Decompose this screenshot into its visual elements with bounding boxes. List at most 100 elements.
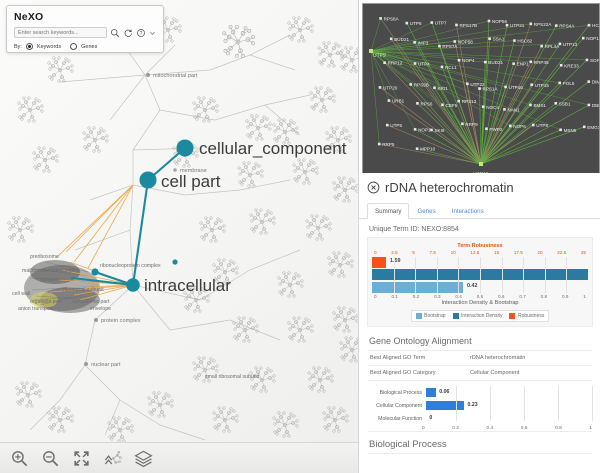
collapse-icon[interactable] xyxy=(103,449,122,468)
zoom-out-icon[interactable] xyxy=(41,449,60,468)
chart-top-axis: 0 2.5 5 7.5 10 12.5 15 17.5 20 22.5 25 xyxy=(372,250,588,255)
gene-interaction-network-panel[interactable]: RPS8A UTP6 UTP7 RPS17B NOP56 UTP21 RPS22A RPS4A… xyxy=(362,3,600,175)
network-node[interactable] xyxy=(481,105,485,109)
network-node[interactable] xyxy=(457,99,461,103)
graph-node-cellular-component[interactable] xyxy=(176,139,194,157)
network-gene-label: UTP18 xyxy=(509,85,524,90)
network-node[interactable] xyxy=(478,87,481,90)
network-node[interactable] xyxy=(413,62,417,65)
network-node[interactable] xyxy=(483,60,487,64)
network-gene-label: RCL1 xyxy=(445,65,457,70)
network-node[interactable] xyxy=(405,21,409,25)
tab-genes[interactable]: Genes xyxy=(417,208,436,215)
network-node[interactable] xyxy=(512,62,515,65)
network-node[interactable] xyxy=(488,37,491,40)
network-node[interactable] xyxy=(385,123,389,127)
network-node[interactable] xyxy=(378,86,382,89)
network-node[interactable] xyxy=(441,103,444,107)
network-node[interactable] xyxy=(531,123,535,127)
network-node[interactable] xyxy=(529,22,533,26)
network-hub-node[interactable] xyxy=(479,162,483,166)
network-node[interactable] xyxy=(440,65,444,69)
help-icon[interactable]: ? xyxy=(136,28,146,38)
network-node[interactable] xyxy=(416,102,419,105)
radio-genes[interactable] xyxy=(70,43,78,50)
network-node[interactable] xyxy=(582,125,586,129)
network-node[interactable] xyxy=(558,42,562,46)
tab-summary[interactable]: Summary xyxy=(367,203,410,219)
network-node[interactable] xyxy=(379,17,382,20)
chart-legend: Bootstrap Interaction Density Robustness xyxy=(410,310,550,322)
network-node[interactable] xyxy=(529,103,532,107)
network-node[interactable] xyxy=(587,103,591,107)
network-edge xyxy=(370,50,390,101)
network-node[interactable] xyxy=(587,23,591,27)
network-node[interactable] xyxy=(377,142,381,146)
graph-node-intracellular[interactable] xyxy=(126,278,140,292)
grid-line xyxy=(501,256,503,293)
zoom-in-icon[interactable] xyxy=(10,449,29,468)
network-node[interactable] xyxy=(455,23,458,27)
network-node[interactable] xyxy=(529,60,533,64)
network-node[interactable] xyxy=(504,85,507,89)
network-node[interactable] xyxy=(466,82,469,86)
network-edge xyxy=(480,128,487,165)
network-node[interactable] xyxy=(438,44,441,48)
network-node[interactable] xyxy=(508,124,512,128)
close-circle-icon[interactable] xyxy=(367,181,380,194)
network-node[interactable] xyxy=(485,127,488,131)
network-node[interactable] xyxy=(387,99,391,102)
layers-icon[interactable] xyxy=(134,449,153,468)
network-node[interactable] xyxy=(413,128,417,131)
fit-screen-icon[interactable] xyxy=(72,449,91,468)
network-node[interactable] xyxy=(487,19,491,23)
reset-icon[interactable] xyxy=(123,28,133,38)
network-hub-node[interactable] xyxy=(369,49,373,53)
network-node[interactable] xyxy=(559,63,563,67)
network-node[interactable] xyxy=(413,40,416,44)
search-panel[interactable]: NeXO ? By: xyxy=(6,5,164,53)
network-node[interactable] xyxy=(554,24,558,27)
axis-tick: 0.7 xyxy=(519,294,526,299)
network-node[interactable] xyxy=(453,40,457,43)
network-node[interactable] xyxy=(389,37,393,41)
ontology-graph-panel[interactable]: cellular_component cell part intracellul… xyxy=(0,0,359,473)
network-node[interactable] xyxy=(457,58,461,62)
network-gene-label: RPS6 xyxy=(420,101,432,106)
network-node[interactable] xyxy=(585,58,589,62)
network-edge xyxy=(431,129,482,165)
network-node[interactable] xyxy=(558,81,562,85)
graph-toolbar[interactable] xyxy=(0,442,358,473)
go-alignment-table: Best Aligned GO Term rDNA heterochromati… xyxy=(368,350,592,381)
network-node[interactable] xyxy=(461,122,464,126)
detail-tabs[interactable]: Summary Genes Interactions xyxy=(359,202,600,219)
graph-node-macromolecular-complex[interactable] xyxy=(91,268,99,276)
graph-node-secondary[interactable] xyxy=(172,259,178,265)
search-input[interactable] xyxy=(14,27,107,38)
network-node[interactable] xyxy=(559,128,562,132)
network-node[interactable] xyxy=(430,21,434,24)
network-node[interactable] xyxy=(503,108,506,111)
radio-keywords[interactable] xyxy=(25,43,33,50)
ontology-graph-canvas[interactable]: cellular_component cell part intracellul… xyxy=(0,0,358,473)
search-icon[interactable] xyxy=(110,28,120,38)
network-node[interactable] xyxy=(581,36,585,40)
chevron-down-icon[interactable] xyxy=(149,28,156,38)
network-node[interactable] xyxy=(587,80,591,83)
graph-label-cell-part: cell part xyxy=(161,172,221,191)
network-node[interactable] xyxy=(530,83,533,87)
term-detail-panel[interactable]: rDNA heterochromatin Summary Genes Inter… xyxy=(358,173,600,473)
network-node[interactable] xyxy=(415,147,419,151)
network-node[interactable] xyxy=(554,101,558,105)
network-node[interactable] xyxy=(430,128,433,132)
tab-interactions[interactable]: Interactions xyxy=(451,208,484,215)
network-node[interactable] xyxy=(383,61,386,65)
network-node[interactable] xyxy=(433,86,436,90)
network-node[interactable] xyxy=(513,39,516,42)
network-node[interactable] xyxy=(409,83,413,86)
network-node[interactable] xyxy=(540,44,543,48)
network-nodes[interactable] xyxy=(369,17,591,166)
network-node[interactable] xyxy=(505,23,509,27)
graph-node-cell-part[interactable] xyxy=(139,171,157,189)
